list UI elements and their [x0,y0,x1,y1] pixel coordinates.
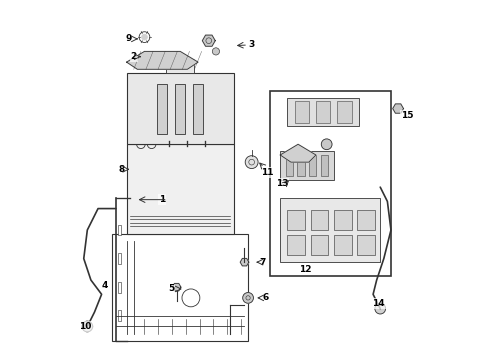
Text: 15: 15 [400,111,412,120]
FancyBboxPatch shape [287,98,358,126]
Text: 6: 6 [262,293,268,302]
Text: 12: 12 [298,265,311,274]
Polygon shape [280,144,315,162]
Text: 14: 14 [371,299,384,308]
Text: 4: 4 [102,281,108,290]
Bar [280,198,380,262]
Circle shape [82,321,93,332]
Circle shape [212,48,219,55]
FancyBboxPatch shape [333,235,351,255]
Bar [297,155,304,176]
FancyBboxPatch shape [310,235,328,255]
Text: 5: 5 [168,284,174,293]
FancyBboxPatch shape [192,84,203,134]
FancyBboxPatch shape [294,102,308,123]
Text: 10: 10 [79,322,92,331]
Polygon shape [126,51,198,69]
FancyBboxPatch shape [287,210,305,230]
FancyBboxPatch shape [356,235,374,255]
Text: 13: 13 [275,179,287,188]
Text: 3: 3 [248,40,254,49]
FancyBboxPatch shape [356,210,374,230]
Bar [118,282,121,293]
Bar [118,310,121,321]
Bar [269,91,390,276]
Bar [112,234,247,341]
FancyBboxPatch shape [175,84,184,134]
Bar [308,155,316,176]
FancyBboxPatch shape [310,210,328,230]
Text: 11: 11 [261,168,273,177]
Polygon shape [392,104,403,113]
Bar [118,253,121,264]
Circle shape [242,293,253,303]
Bar [126,73,233,144]
Circle shape [244,156,258,168]
FancyBboxPatch shape [315,102,329,123]
FancyBboxPatch shape [165,59,194,73]
Text: 9: 9 [125,35,131,44]
Circle shape [142,34,147,40]
Text: 8: 8 [118,165,124,174]
Polygon shape [172,283,181,291]
Polygon shape [202,35,215,46]
Text: 1: 1 [159,195,165,204]
Bar [320,155,327,176]
Bar [118,225,121,235]
Circle shape [321,139,331,150]
FancyBboxPatch shape [157,84,166,134]
Bar [285,155,292,176]
Circle shape [374,303,385,314]
Polygon shape [240,258,248,266]
Bar [280,152,333,180]
FancyBboxPatch shape [287,235,305,255]
FancyBboxPatch shape [337,102,351,123]
Text: 2: 2 [130,52,137,61]
FancyBboxPatch shape [333,210,351,230]
Bar [126,144,233,234]
Text: 7: 7 [259,258,265,267]
